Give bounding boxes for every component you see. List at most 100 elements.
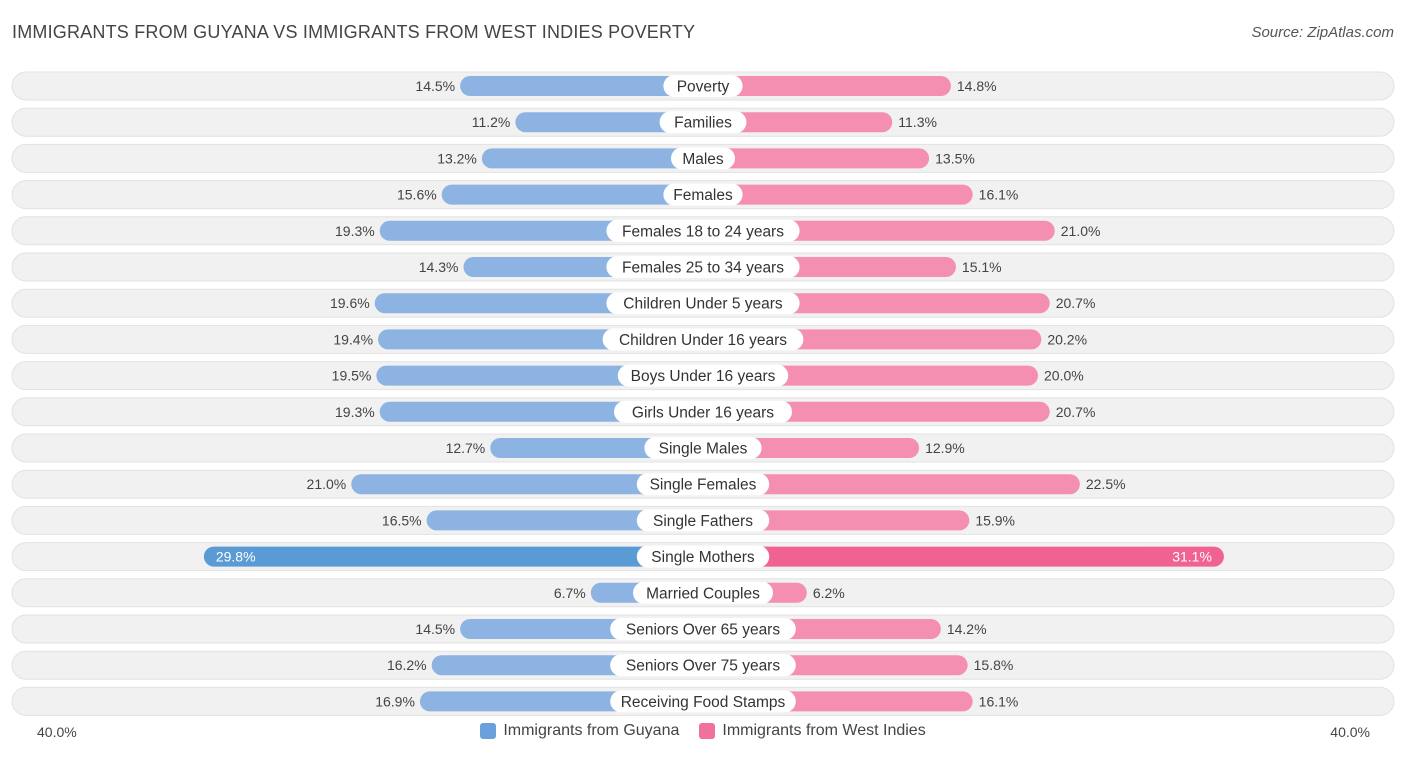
bar-row: Children Under 5 years 19.6% 20.7% bbox=[11, 288, 1395, 318]
value-label-west-indies: 20.0% bbox=[1044, 368, 1084, 384]
bar-west-indies bbox=[693, 148, 930, 169]
bar-row: Families 11.2% 11.3% bbox=[11, 107, 1395, 137]
value-label-west-indies: 13.5% bbox=[935, 150, 975, 166]
value-label-guyana: 19.3% bbox=[335, 404, 375, 420]
category-label-bg bbox=[610, 690, 796, 713]
value-label-west-indies: 12.9% bbox=[925, 440, 965, 456]
value-label-guyana: 21.0% bbox=[307, 476, 347, 492]
value-label-guyana: 19.5% bbox=[332, 368, 372, 384]
value-label-guyana: 13.2% bbox=[437, 150, 477, 166]
bar-row: Single Males 12.7% 12.9% bbox=[11, 433, 1395, 463]
category-label-bg bbox=[610, 654, 796, 677]
category-label: Seniors Over 75 years bbox=[626, 658, 780, 675]
value-label-guyana: 29.8% bbox=[216, 549, 256, 565]
bar-row: Single Females 21.0% 22.5% bbox=[11, 469, 1395, 499]
bar-row: Poverty 14.5% 14.8% bbox=[11, 71, 1395, 101]
category-label: Females 18 to 24 years bbox=[622, 223, 784, 240]
value-label-guyana: 16.9% bbox=[375, 693, 415, 709]
category-label: Males bbox=[682, 151, 724, 168]
category-label-bg bbox=[606, 292, 800, 315]
legend-swatch-west-indies bbox=[699, 723, 716, 739]
value-label-guyana: 11.2% bbox=[472, 114, 511, 130]
chart-title: IMMIGRANTS FROM GUYANA VS IMMIGRANTS FRO… bbox=[12, 22, 696, 42]
axis-right-label: 40.0% bbox=[1330, 724, 1370, 740]
bar-guyana bbox=[351, 474, 713, 495]
category-label-bg bbox=[644, 437, 762, 459]
category-label-bg bbox=[636, 473, 770, 496]
value-label-guyana: 16.2% bbox=[387, 657, 427, 673]
category-label: Children Under 5 years bbox=[623, 296, 783, 313]
value-label-west-indies: 16.1% bbox=[979, 187, 1019, 203]
value-label-west-indies: 11.3% bbox=[898, 114, 937, 130]
bar-row: Children Under 16 years 19.4% 20.2% bbox=[11, 324, 1395, 354]
category-label-bg bbox=[659, 111, 747, 134]
value-label-guyana: 14.5% bbox=[415, 621, 455, 637]
value-label-west-indies: 21.0% bbox=[1061, 223, 1101, 239]
legend-label-west-indies: Immigrants from West Indies bbox=[722, 722, 926, 739]
bar-west-indies bbox=[693, 546, 1224, 567]
bar-west-indies bbox=[693, 76, 951, 96]
value-label-west-indies: 20.7% bbox=[1056, 295, 1096, 311]
category-label-bg bbox=[614, 400, 792, 423]
bar-guyana bbox=[481, 148, 713, 169]
legend-swatch-guyana bbox=[480, 723, 497, 739]
bar-guyana bbox=[203, 546, 713, 567]
value-label-guyana: 14.5% bbox=[415, 78, 455, 94]
value-label-west-indies: 22.5% bbox=[1086, 476, 1126, 492]
legend-label-guyana: Immigrants from Guyana bbox=[503, 722, 680, 739]
category-label: Families bbox=[674, 115, 732, 132]
legend-item-west-indies[interactable]: Immigrants from West Indies bbox=[699, 722, 926, 740]
value-label-guyana: 12.7% bbox=[446, 440, 486, 456]
value-label-west-indies: 15.1% bbox=[962, 259, 1002, 275]
axis-left-label: 40.0% bbox=[37, 724, 77, 740]
category-label: Children Under 16 years bbox=[619, 332, 787, 349]
value-label-guyana: 16.5% bbox=[382, 512, 422, 528]
category-label-bg bbox=[636, 509, 770, 532]
category-label-bg bbox=[617, 364, 789, 387]
value-label-west-indies: 31.1% bbox=[1172, 549, 1212, 565]
category-label: Boys Under 16 years bbox=[631, 368, 776, 385]
bar-row: Receiving Food Stamps 16.9% 16.1% bbox=[11, 686, 1395, 716]
bar-row: Girls Under 16 years 19.3% 20.7% bbox=[11, 397, 1395, 427]
bar-west-indies bbox=[693, 474, 1080, 495]
category-label: Single Mothers bbox=[651, 549, 755, 566]
legend: Immigrants from Guyana Immigrants from W… bbox=[0, 722, 1406, 740]
bar-row: Single Fathers 16.5% 15.9% bbox=[11, 505, 1395, 535]
category-label: Females 25 to 34 years bbox=[622, 260, 784, 277]
bar-row: Females 18 to 24 years 19.3% 21.0% bbox=[11, 216, 1395, 246]
bar-row: Seniors Over 75 years 16.2% 15.8% bbox=[11, 650, 1395, 680]
value-label-west-indies: 20.7% bbox=[1056, 404, 1096, 420]
value-label-guyana: 6.7% bbox=[554, 585, 586, 601]
category-label: Married Couples bbox=[646, 585, 760, 602]
bar-row: Boys Under 16 years 19.5% 20.0% bbox=[11, 361, 1395, 391]
legend-item-guyana[interactable]: Immigrants from Guyana bbox=[480, 722, 679, 740]
value-label-guyana: 19.3% bbox=[335, 223, 375, 239]
category-label-bg bbox=[671, 147, 735, 170]
value-label-west-indies: 20.2% bbox=[1047, 331, 1087, 347]
value-label-west-indies: 15.8% bbox=[974, 657, 1014, 673]
bar-row: Seniors Over 65 years 14.5% 14.2% bbox=[11, 614, 1395, 644]
category-label-bg bbox=[606, 256, 800, 278]
category-label-bg bbox=[602, 328, 804, 351]
value-label-west-indies: 15.9% bbox=[975, 512, 1015, 528]
value-label-west-indies: 14.2% bbox=[947, 621, 987, 637]
bar-row: Females 25 to 34 years 14.3% 15.1% bbox=[11, 252, 1395, 282]
value-label-guyana: 15.6% bbox=[397, 187, 437, 203]
value-label-guyana: 19.4% bbox=[333, 331, 373, 347]
category-label: Single Females bbox=[650, 477, 757, 494]
bar-guyana bbox=[460, 76, 713, 96]
category-label: Single Fathers bbox=[653, 513, 753, 530]
value-label-west-indies: 16.1% bbox=[979, 693, 1019, 709]
category-label: Seniors Over 65 years bbox=[626, 622, 780, 639]
category-label-bg bbox=[610, 618, 796, 640]
bar-row: Married Couples 6.7% 6.2% bbox=[11, 578, 1395, 608]
source-label: Source: ZipAtlas.com bbox=[1251, 24, 1394, 41]
category-label: Poverty bbox=[677, 79, 730, 96]
bar-guyana bbox=[441, 184, 713, 205]
value-label-guyana: 14.3% bbox=[419, 259, 459, 275]
category-label: Females bbox=[673, 187, 733, 204]
category-label: Single Males bbox=[659, 441, 748, 458]
category-label-bg bbox=[636, 545, 770, 568]
value-label-west-indies: 6.2% bbox=[813, 585, 845, 601]
